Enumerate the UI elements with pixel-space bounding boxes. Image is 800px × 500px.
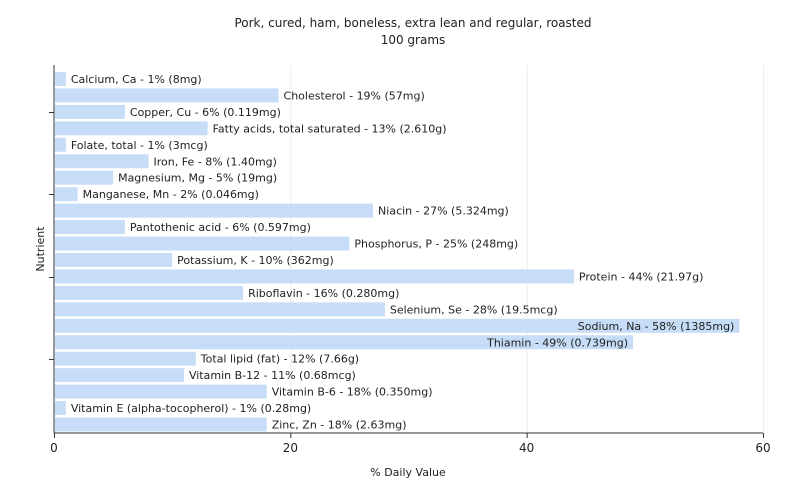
bar-label: Vitamin B-12 - 11% (0.68mcg) [189,369,356,382]
bar [55,351,196,366]
bar-label: Fatty acids, total saturated - 13% (2.61… [213,122,447,135]
bar [55,203,374,218]
bar-label: Zinc, Zn - 18% (2.63mg) [272,419,407,432]
bar [55,220,125,235]
chart-title: Pork, cured, ham, boneless, extra lean a… [234,16,591,30]
bar [55,384,267,399]
bar [55,170,114,185]
bar [55,121,208,136]
bar-label: Thiamin - 49% (0.739mg) [486,336,628,349]
bar-label: Calcium, Ca - 1% (8mg) [71,73,202,86]
bar-label: Vitamin E (alpha-tocopherol) - 1% (0.28m… [71,402,311,415]
x-tick-label: 60 [755,441,770,455]
y-axis-label: Nutrient [34,226,47,272]
bar-label: Total lipid (fat) - 12% (7.66g) [200,353,359,366]
bar-label: Protein - 44% (21.97g) [579,270,704,283]
axes: 0 20 40 60 [49,65,771,455]
bar [55,236,350,251]
bar-label: Cholesterol - 19% (57mg) [284,89,425,102]
x-tick-label: 20 [283,441,298,455]
x-tick-label: 0 [50,441,58,455]
x-axis-label: % Daily Value [370,466,446,479]
bar-label: Copper, Cu - 6% (0.119mg) [130,106,281,119]
bar [55,302,385,317]
bar-label: Selenium, Se - 28% (19.5mcg) [390,303,558,316]
bar-label: Potassium, K - 10% (362mg) [177,254,334,267]
bar [55,187,78,202]
bar-label: Riboflavin - 16% (0.280mg) [248,287,399,300]
bar [55,253,173,267]
bar [55,72,66,86]
bar-label: Folate, total - 1% (3mcg) [71,139,208,152]
bar [55,417,267,432]
bar-label: Sodium, Na - 58% (1385mg) [578,320,735,333]
bar [55,269,574,284]
bar [55,335,634,350]
bar [55,88,279,103]
chart-subtitle: 100 grams [381,33,446,47]
bar [55,137,66,152]
bar [55,154,149,169]
bar-label: Manganese, Mn - 2% (0.046mg) [83,188,259,201]
bar [55,104,125,119]
x-tick-label: 40 [519,441,534,455]
bar-label: Vitamin B-6 - 18% (0.350mg) [272,386,433,399]
bars: Calcium, Ca - 1% (8mg) Cholesterol - 19% … [55,72,740,432]
bar [55,401,66,416]
bar [55,318,740,333]
bar-label: Pantothenic acid - 6% (0.597mg) [130,221,311,234]
bar-label: Iron, Fe - 8% (1.40mg) [154,155,277,168]
bar-label: Niacin - 27% (5.324mg) [378,205,509,218]
bar-label: Magnesium, Mg - 5% (19mg) [118,172,277,185]
bar [55,285,244,300]
bar-label: Phosphorus, P - 25% (248mg) [354,238,518,251]
bar [55,368,184,383]
